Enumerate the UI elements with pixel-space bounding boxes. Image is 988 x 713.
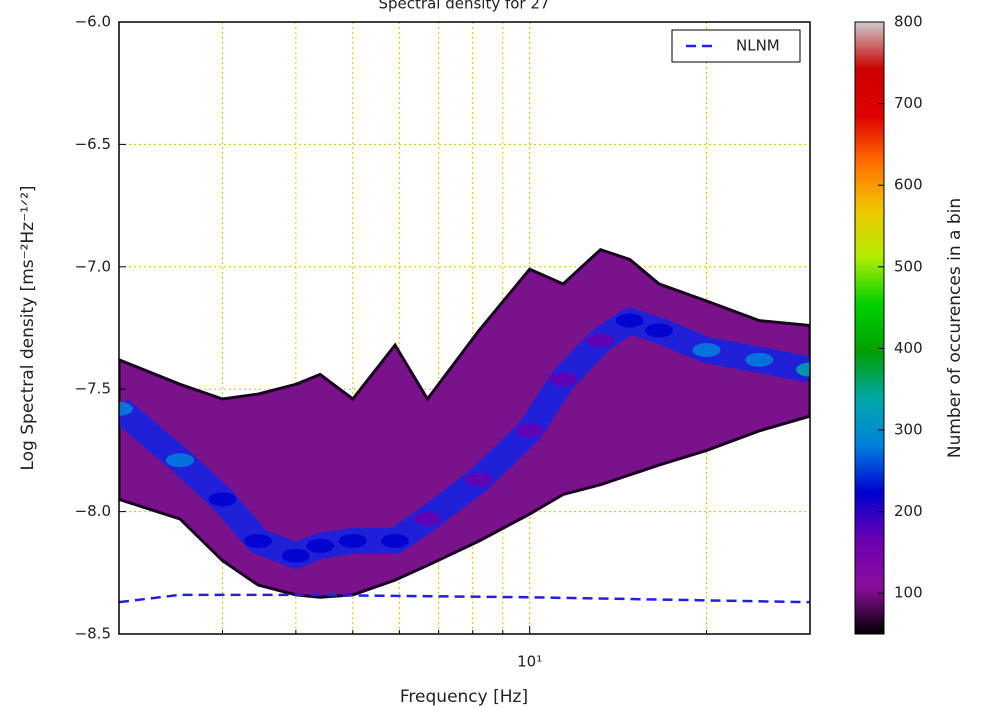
peak-cell: [586, 333, 615, 348]
nlnm-line: [118, 593, 811, 604]
y-tick-label: −8.0: [75, 502, 111, 520]
x-axis-label: Frequency [Hz]: [400, 687, 528, 707]
colorbar: [854, 21, 885, 635]
colorbar-tick-label: 800: [894, 13, 923, 31]
colorbar-tick-label: 200: [894, 502, 923, 520]
peak-cell: [244, 533, 273, 548]
colorbar-tick-label: 400: [894, 339, 923, 357]
peak-cell: [413, 511, 442, 526]
peak-cell: [338, 533, 367, 548]
peak-cell: [692, 343, 721, 358]
peak-cell: [381, 533, 410, 548]
y-tick-label: −8.5: [75, 625, 111, 643]
peak-cell: [549, 372, 578, 387]
peak-cell: [281, 548, 310, 563]
legend-label: NLNM: [736, 37, 780, 55]
peak-cell: [515, 423, 544, 438]
colorbar-tick-label: 500: [894, 257, 923, 275]
colorbar-label: Number of occurences in a bin: [945, 198, 965, 458]
chart-title: Spectral density for 27: [379, 0, 550, 13]
peak-cell: [796, 362, 810, 377]
colorbar-tick-label: 300: [894, 421, 923, 439]
peak-cell: [745, 352, 774, 367]
peak-cell: [465, 472, 494, 487]
peak-cell: [644, 323, 673, 338]
y-tick-label: −6.0: [75, 13, 111, 31]
x-tick-label: 10¹: [517, 653, 542, 671]
y-tick-label: −6.5: [75, 135, 111, 153]
y-tick-label: −7.5: [75, 380, 111, 398]
density-region: [119, 247, 810, 599]
peak-cell: [165, 453, 194, 468]
peak-cell: [208, 492, 237, 507]
colorbar-tick-label: 100: [894, 584, 923, 602]
y-tick-label: −7.0: [75, 257, 111, 275]
peak-cell: [119, 401, 133, 416]
plot-frame: [118, 21, 811, 635]
legend: NLNM: [671, 29, 801, 63]
peak-cell: [615, 313, 644, 328]
y-axis-label: Log Spectral density [ms⁻²Hz⁻¹ᐟ²]: [18, 185, 38, 470]
plot-area: [119, 247, 810, 599]
colorbar-tick-label: 600: [894, 176, 923, 194]
peak-cell: [306, 538, 335, 553]
colorbar-tick-label: 700: [894, 94, 923, 112]
